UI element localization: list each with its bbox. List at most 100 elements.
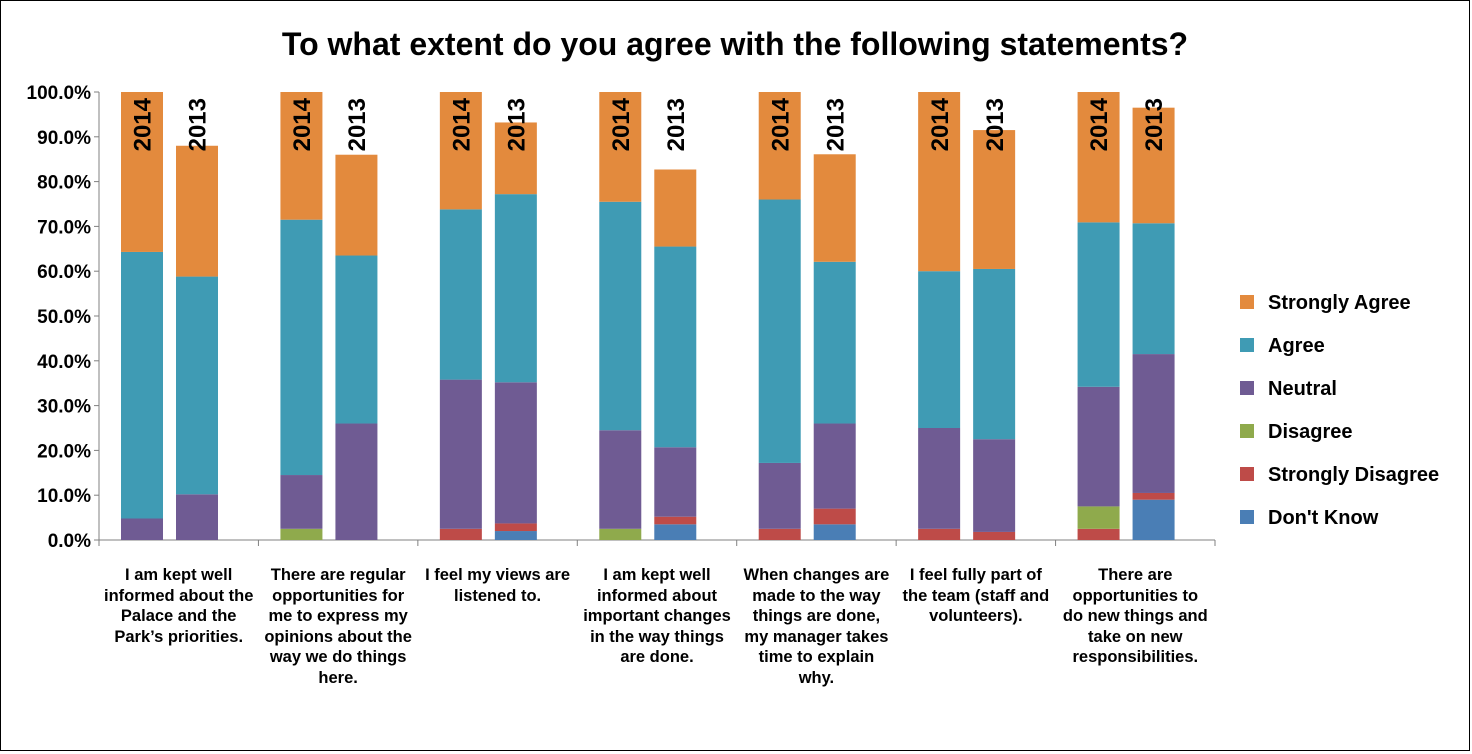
- bar-segment-strongly-agree: [973, 130, 1016, 269]
- bar-segment-agree: [439, 209, 482, 380]
- legend-swatch-strongly-disagree: [1240, 467, 1254, 481]
- bar-year-label: 2013: [344, 98, 371, 151]
- bar-segment-neutral: [121, 518, 163, 540]
- bar-year-label: 2014: [289, 97, 316, 151]
- bar-year-label: 2013: [982, 98, 1009, 151]
- y-tick-label: 50.0%: [37, 307, 91, 328]
- legend-swatch-neutral: [1240, 381, 1254, 395]
- bar-segment-neutral: [439, 379, 482, 529]
- bar-segment-neutral: [335, 423, 378, 540]
- bar-year-label: 2013: [185, 98, 212, 151]
- bar-year-label: 2014: [1086, 97, 1113, 151]
- bar-segment-strongly-disagree: [1132, 492, 1175, 500]
- bar-segment-don-t-know: [494, 531, 537, 540]
- bar-segment-disagree: [599, 528, 642, 540]
- bar-year-label: 2013: [503, 98, 530, 151]
- bar-segment-agree: [599, 201, 642, 431]
- bar-year-label: 2014: [927, 97, 954, 151]
- bar-segment-strongly-agree: [599, 92, 642, 202]
- legend-label-agree: Agree: [1268, 335, 1325, 357]
- bar-segment-agree: [918, 271, 961, 428]
- y-tick-label: 80.0%: [37, 173, 91, 194]
- bar-segment-strongly-disagree: [1077, 528, 1120, 540]
- x-category-label: I am kept well informed about important …: [583, 566, 731, 666]
- bar-segment-strongly-agree: [1077, 92, 1120, 223]
- bar-segment-neutral: [1132, 354, 1175, 493]
- bar-segment-strongly-agree: [121, 92, 163, 252]
- x-category-label: When changes are made to the way things …: [743, 566, 890, 687]
- bar-segment-neutral: [494, 382, 537, 524]
- bar-segment-agree: [280, 219, 323, 476]
- y-tick-label: 90.0%: [37, 128, 91, 149]
- bar-segment-strongly-disagree: [494, 523, 537, 532]
- legend: Strongly Agree Agree Neutral Disagree Strong…: [1240, 292, 1439, 529]
- x-category-label: I am kept well informed about the Palace…: [103, 566, 254, 646]
- bar-segment-strongly-agree: [654, 169, 697, 247]
- bar-segment-agree: [335, 255, 378, 424]
- legend-swatch-strongly-agree: [1240, 295, 1254, 309]
- bar-segment-strongly-disagree: [973, 531, 1016, 540]
- y-tick-label: 30.0%: [37, 397, 91, 418]
- bar-segment-agree: [176, 276, 218, 495]
- plot-area: 0.0% 10.0% 20.0% 30.0% 40.0% 50.0% 60.0% 70.0% 8…: [27, 83, 1216, 552]
- bar-segment-disagree: [280, 528, 323, 540]
- y-tick-label: 10.0%: [37, 486, 91, 507]
- bar-segment-disagree: [1077, 506, 1120, 529]
- bar-segment-strongly-agree: [1132, 107, 1175, 224]
- bar-segment-agree: [813, 261, 856, 424]
- bar-segment-neutral: [918, 428, 961, 529]
- bar-segment-neutral: [813, 423, 856, 509]
- bar-segment-strongly-disagree: [813, 508, 856, 525]
- bar-year-label: 2013: [663, 98, 690, 151]
- bar-segment-strongly-agree: [439, 92, 482, 210]
- bar-segment-agree: [654, 246, 697, 448]
- bar-year-label: 2014: [448, 97, 475, 151]
- bar-segment-strongly-disagree: [758, 528, 801, 540]
- bar-segment-strongly-disagree: [439, 528, 482, 540]
- legend-swatch-agree: [1240, 338, 1254, 352]
- bar-segment-strongly-disagree: [918, 528, 961, 540]
- x-category-label: I feel fully part of the team (staff and…: [902, 566, 1050, 625]
- bar-segment-don-t-know: [654, 524, 697, 540]
- bar-segment-strongly-agree: [918, 92, 961, 272]
- legend-label-disagree: Disagree: [1268, 421, 1353, 443]
- legend-label-don-t-know: Don't Know: [1268, 507, 1379, 529]
- bar-segment-strongly-agree: [176, 145, 218, 277]
- y-tick-label: 0.0%: [48, 531, 91, 552]
- bar-segment-agree: [494, 194, 537, 383]
- bar-segment-neutral: [1077, 386, 1120, 507]
- bar-year-label: 2013: [822, 98, 849, 151]
- bar-segment-agree: [121, 251, 163, 519]
- legend-swatch-disagree: [1240, 424, 1254, 438]
- bar-segment-strongly-agree: [813, 154, 856, 262]
- bar-segment-don-t-know: [1132, 499, 1175, 540]
- x-category-label: I feel my views are listened to.: [425, 566, 571, 605]
- bar-segment-agree: [758, 199, 801, 463]
- bar-segment-strongly-agree: [280, 92, 323, 220]
- legend-label-strongly-disagree: Strongly Disagree: [1268, 464, 1439, 486]
- y-tick-label: 60.0%: [37, 262, 91, 283]
- y-tick-label: 20.0%: [37, 441, 91, 462]
- bar-segment-strongly-disagree: [654, 516, 697, 525]
- x-category-label: There are regular opportunities for me t…: [264, 566, 412, 687]
- bar-segment-neutral: [599, 430, 642, 529]
- bar-segment-strongly-agree: [758, 92, 801, 200]
- y-tick-label: 100.0%: [27, 83, 92, 104]
- bar-year-label: 2014: [767, 97, 794, 151]
- bar-year-label: 2013: [1141, 98, 1168, 151]
- x-category-label: There are opportunities to do new things…: [1062, 566, 1208, 666]
- bar-segment-neutral: [973, 439, 1016, 532]
- bar-segment-agree: [973, 268, 1016, 440]
- y-tick-label: 70.0%: [37, 217, 91, 238]
- bar-segment-neutral: [654, 447, 697, 517]
- bar-year-label: 2014: [130, 97, 157, 151]
- bar-segment-neutral: [176, 494, 218, 540]
- y-tick-label: 40.0%: [37, 352, 91, 373]
- bar-segment-agree: [1132, 223, 1175, 355]
- bar-segment-agree: [1077, 222, 1120, 387]
- bar-segment-neutral: [280, 475, 323, 529]
- bar-segment-neutral: [758, 462, 801, 529]
- legend-label-neutral: Neutral: [1268, 378, 1337, 400]
